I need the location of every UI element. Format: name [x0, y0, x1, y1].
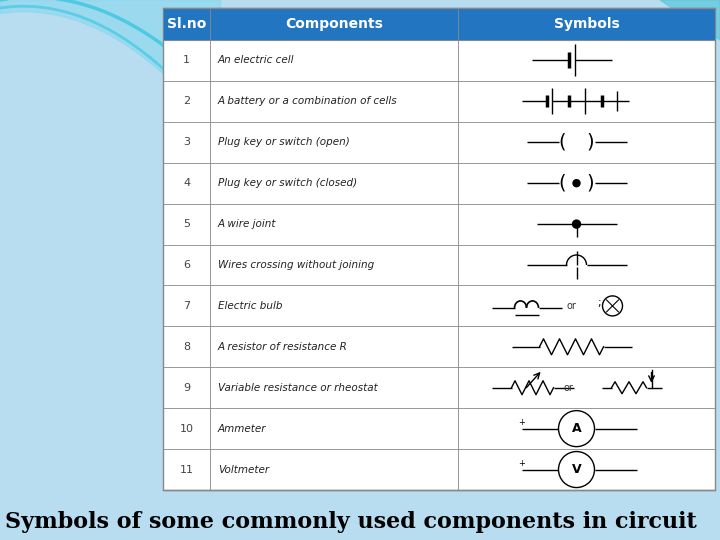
Circle shape — [572, 220, 580, 228]
Text: 1: 1 — [183, 56, 190, 65]
Text: A battery or a combination of cells: A battery or a combination of cells — [218, 96, 397, 106]
Text: 9: 9 — [183, 383, 190, 393]
Circle shape — [559, 451, 595, 488]
Text: 10: 10 — [179, 424, 194, 434]
Text: Variable resistance or rheostat: Variable resistance or rheostat — [218, 383, 378, 393]
Text: (: ( — [559, 174, 566, 193]
Text: 4: 4 — [183, 178, 190, 188]
Bar — [163, 8, 715, 40]
Text: 8: 8 — [183, 342, 190, 352]
Text: 7: 7 — [183, 301, 190, 311]
Text: 3: 3 — [183, 137, 190, 147]
Text: Symbols: Symbols — [554, 17, 619, 31]
Text: 6: 6 — [183, 260, 190, 270]
Text: Electric bulb: Electric bulb — [218, 301, 282, 311]
Text: Sl.no: Sl.no — [167, 17, 206, 31]
Text: Ammeter: Ammeter — [218, 424, 266, 434]
Text: Plug key or switch (open): Plug key or switch (open) — [218, 137, 350, 147]
Text: 11: 11 — [179, 464, 194, 475]
Text: V: V — [572, 463, 581, 476]
Polygon shape — [660, 0, 720, 40]
Text: or: or — [567, 301, 577, 311]
Bar — [163, 8, 715, 490]
Text: 2: 2 — [183, 96, 190, 106]
Text: ): ) — [587, 133, 594, 152]
Text: 5: 5 — [183, 219, 190, 229]
Text: +: + — [518, 459, 525, 468]
Text: Plug key or switch (closed): Plug key or switch (closed) — [218, 178, 357, 188]
Text: Voltmeter: Voltmeter — [218, 464, 269, 475]
Text: A: A — [572, 422, 581, 435]
Text: or: or — [564, 383, 573, 393]
Text: Symbols of some commonly used components in circuit: Symbols of some commonly used components… — [5, 511, 697, 533]
Text: Wires crossing without joining: Wires crossing without joining — [218, 260, 374, 270]
Text: ;: ; — [598, 298, 601, 308]
Circle shape — [573, 180, 580, 187]
Circle shape — [559, 410, 595, 447]
Text: ): ) — [587, 174, 594, 193]
Text: +: + — [518, 418, 525, 427]
Text: A wire joint: A wire joint — [218, 219, 276, 229]
Text: Components: Components — [285, 17, 383, 31]
Text: A resistor of resistance R: A resistor of resistance R — [218, 342, 348, 352]
Text: An electric cell: An electric cell — [218, 56, 294, 65]
Text: (: ( — [559, 133, 566, 152]
